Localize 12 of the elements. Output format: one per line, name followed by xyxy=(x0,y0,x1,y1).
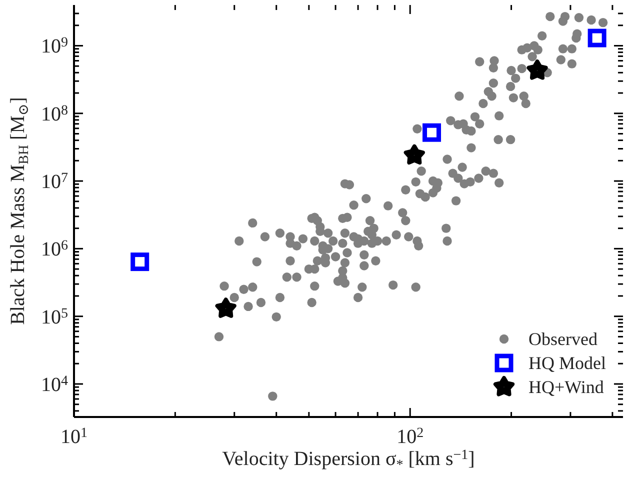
y-tick-label: 10$^{4}$ xyxy=(41,374,68,396)
x-axis-title: Velocity Dispersion σ$_{*}$ [km s$^{−1}$] xyxy=(222,448,475,472)
x-tick-label: 10$^{1}$ xyxy=(60,426,88,448)
y-tick-label: 10$^{5}$ xyxy=(41,306,68,328)
y-tick-label: 10$^{8}$ xyxy=(41,103,68,126)
y-tick-label: 10$^{6}$ xyxy=(41,238,68,261)
x-tick-label: 10$^{2}$ xyxy=(396,426,424,448)
legend-label: Observed xyxy=(528,328,598,350)
legend-label: HQ Model xyxy=(528,352,606,374)
y-tick-label: 10$^{9}$ xyxy=(41,35,68,58)
legend-label: HQ+Wind xyxy=(528,376,604,398)
y-tick-label: 10$^{7}$ xyxy=(41,170,68,194)
